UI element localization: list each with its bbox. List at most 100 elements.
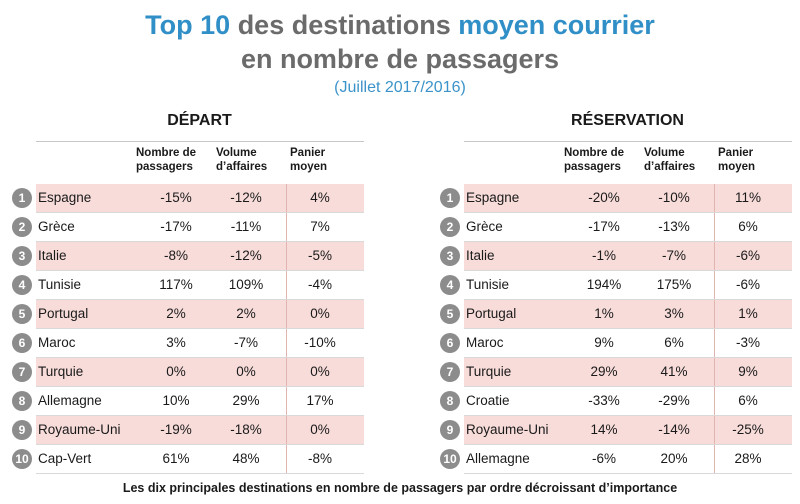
passengers-value: -20% xyxy=(588,190,620,205)
average-basket-value: -5% xyxy=(307,248,332,263)
passengers-value: 61% xyxy=(162,451,190,466)
business-volume-value: -18% xyxy=(230,422,262,437)
destination-name: Grèce xyxy=(38,219,75,234)
rank-badge: 10 xyxy=(12,449,32,469)
destination-name: Royaume-Uni xyxy=(466,422,549,437)
business-volume-value: -10% xyxy=(658,190,690,205)
destination-name: Espagne xyxy=(38,190,92,205)
table-row: 1 Espagne -15% -12% 4% xyxy=(12,184,364,213)
rank-badge: 10 xyxy=(440,449,460,469)
destination-name: Allemagne xyxy=(38,393,102,408)
rank-badge: 2 xyxy=(440,217,460,237)
rank-badge: 6 xyxy=(440,333,460,353)
passengers-value: -8% xyxy=(163,248,188,263)
rank-badge: 5 xyxy=(12,304,32,324)
business-volume-value: 6% xyxy=(664,335,684,350)
table-row: 10 Allemagne -6% 20% 28% xyxy=(440,445,792,474)
page-title-line2: en nombre de passagers xyxy=(240,44,560,74)
title-top10: Top 10 xyxy=(145,10,231,40)
passengers-value: -17% xyxy=(588,219,620,234)
rank-badge: 1 xyxy=(440,188,460,208)
table-row: 2 Grèce -17% -13% 6% xyxy=(440,213,792,242)
business-volume-value: -29% xyxy=(658,393,690,408)
destination-name: Espagne xyxy=(466,190,520,205)
table-row: 8 Allemagne 10% 29% 17% xyxy=(12,387,364,416)
title-moyen-courrier: moyen courrier xyxy=(458,10,655,40)
rank-badge: 3 xyxy=(440,246,460,266)
destination-name: Portugal xyxy=(466,306,517,321)
table-row: 7 Turquie 29% 41% 9% xyxy=(440,358,792,387)
column-header: Volume d’affaires xyxy=(644,147,696,173)
average-basket-value: 17% xyxy=(306,393,334,408)
table-row: 3 Italie -1% -7% -6% xyxy=(440,242,792,271)
average-basket-value: -6% xyxy=(735,248,760,263)
passengers-value: 14% xyxy=(590,422,618,437)
passengers-value: 9% xyxy=(594,335,614,350)
business-volume-value: -12% xyxy=(230,190,262,205)
destination-name: Maroc xyxy=(38,335,76,350)
passengers-value: 3% xyxy=(166,335,186,350)
rank-badge: 5 xyxy=(440,304,460,324)
table-row: 2 Grèce -17% -11% 7% xyxy=(12,213,364,242)
business-volume-value: 48% xyxy=(232,451,260,466)
average-basket-value: 4% xyxy=(310,190,330,205)
passengers-value: -1% xyxy=(591,248,616,263)
average-basket-value: 6% xyxy=(738,393,758,408)
table-row: 8 Croatie -33% -29% 6% xyxy=(440,387,792,416)
rank-badge: 8 xyxy=(12,391,32,411)
business-volume-value: -14% xyxy=(658,422,690,437)
business-volume-value: 2% xyxy=(236,306,256,321)
rank-badge: 9 xyxy=(12,420,32,440)
rank-badge: 9 xyxy=(440,420,460,440)
table-title: RÉSERVATION xyxy=(571,112,684,129)
table-row: 4 Tunisie 194% 175% -6% xyxy=(440,271,792,300)
title-destinations: des destinations xyxy=(237,10,451,40)
average-basket-value: 1% xyxy=(738,306,758,321)
average-basket-value: -8% xyxy=(307,451,332,466)
column-header: Panier moyen xyxy=(290,147,328,173)
destination-name: Maroc xyxy=(466,335,504,350)
business-volume-value: 0% xyxy=(236,364,256,379)
table-row: 10 Cap-Vert 61% 48% -8% xyxy=(12,445,364,474)
passengers-value: 1% xyxy=(594,306,614,321)
average-basket-value: -25% xyxy=(732,422,764,437)
column-header: Nombre de passagers xyxy=(564,147,625,173)
average-basket-value: 0% xyxy=(310,306,330,321)
rank-badge: 2 xyxy=(12,217,32,237)
table-title: DÉPART xyxy=(167,112,232,129)
passengers-value: -6% xyxy=(591,451,616,466)
table-row: 5 Portugal 2% 2% 0% xyxy=(12,300,364,329)
average-basket-value: 7% xyxy=(310,219,330,234)
average-basket-value: -10% xyxy=(304,335,336,350)
passengers-value: -15% xyxy=(160,190,192,205)
business-volume-value: -7% xyxy=(661,248,686,263)
business-volume-value: -11% xyxy=(230,219,262,234)
table-row: 4 Tunisie 117% 109% -4% xyxy=(12,271,364,300)
destination-name: Allemagne xyxy=(466,451,530,466)
passengers-value: 10% xyxy=(162,393,190,408)
caption: Les dix principales destinations en nomb… xyxy=(122,481,678,495)
page-subtitle: (Juillet 2017/2016) xyxy=(334,79,466,96)
business-volume-value: -7% xyxy=(233,335,258,350)
destination-name: Cap-Vert xyxy=(38,451,92,466)
column-header: Panier moyen xyxy=(718,147,756,173)
table-row: 7 Turquie 0% 0% 0% xyxy=(12,358,364,387)
destination-name: Italie xyxy=(38,248,67,263)
business-volume-value: 175% xyxy=(656,277,692,292)
average-basket-value: 11% xyxy=(734,190,762,205)
rank-badge: 6 xyxy=(12,333,32,353)
destination-name: Croatie xyxy=(466,393,510,408)
average-basket-value: -3% xyxy=(735,335,760,350)
column-header: Volume d’affaires xyxy=(216,147,268,173)
destination-name: Portugal xyxy=(38,306,89,321)
business-volume-value: 20% xyxy=(660,451,688,466)
business-volume-value: 29% xyxy=(232,393,260,408)
table-row: 6 Maroc 3% -7% -10% xyxy=(12,329,364,358)
rank-badge: 7 xyxy=(12,362,32,382)
rank-badge: 4 xyxy=(12,275,32,295)
passengers-value: 29% xyxy=(590,364,618,379)
destination-name: Turquie xyxy=(38,364,84,379)
business-volume-value: 41% xyxy=(660,364,688,379)
destination-name: Turquie xyxy=(466,364,512,379)
table-row: 9 Royaume-Uni 14% -14% -25% xyxy=(440,416,792,445)
